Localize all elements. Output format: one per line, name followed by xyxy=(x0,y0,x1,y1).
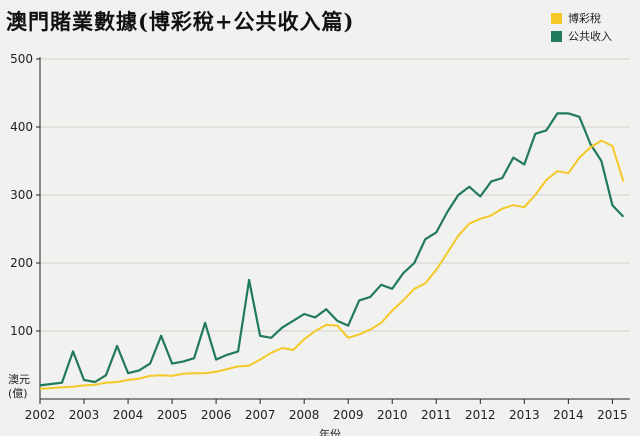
x-tick-label: 2004 xyxy=(113,408,144,422)
x-tick-label: 2015 xyxy=(597,408,628,422)
x-tick-label: 2002 xyxy=(25,408,56,422)
series-line-gaming-tax xyxy=(39,139,625,390)
y-tick-label: 400 xyxy=(10,120,33,134)
x-tick-label: 2013 xyxy=(509,408,540,422)
x-axis-label: 年份 xyxy=(319,427,341,436)
x-tick-label: 2008 xyxy=(289,408,320,422)
x-tick-label: 2014 xyxy=(553,408,584,422)
legend: 博彩稅 公共收入 xyxy=(551,9,612,45)
y-tick-label: 100 xyxy=(10,324,33,338)
legend-label-public-revenue: 公共收入 xyxy=(568,30,612,43)
legend-swatch-gaming-tax xyxy=(551,12,562,24)
x-tick-label: 2006 xyxy=(201,408,232,422)
axes: 100 200 300 400 500 2002 2003 2004 2005 2006 2007 2… xyxy=(10,52,630,422)
x-tick-label: 2011 xyxy=(421,408,452,422)
y-unit-line2: (億) xyxy=(8,387,28,400)
y-tick-label: 200 xyxy=(10,256,33,270)
x-tick-label: 2009 xyxy=(333,408,364,422)
x-tick-label: 2007 xyxy=(245,408,276,422)
y-unit-line1: 澳元 xyxy=(8,373,30,386)
grid xyxy=(40,58,630,332)
x-tick-label: 2005 xyxy=(157,408,188,422)
y-tick-label: 500 xyxy=(10,52,33,66)
x-tick-label: 2003 xyxy=(69,408,100,422)
legend-item-public-revenue: 公共收入 xyxy=(551,27,612,45)
x-tick-label: 2012 xyxy=(465,408,496,422)
series-line-public-revenue xyxy=(39,112,625,387)
legend-label-gaming-tax: 博彩稅 xyxy=(568,12,601,25)
y-tick-label: 300 xyxy=(10,188,33,202)
axis-labels: 澳元 (億) 年份 xyxy=(8,373,341,436)
legend-item-gaming-tax: 博彩稅 xyxy=(551,9,612,27)
series-lines xyxy=(39,112,625,390)
legend-swatch-public-revenue xyxy=(551,30,562,42)
chart-title: 澳門賭業數據(博彩稅+公共收入篇) xyxy=(6,9,355,34)
x-tick-label: 2010 xyxy=(377,408,408,422)
